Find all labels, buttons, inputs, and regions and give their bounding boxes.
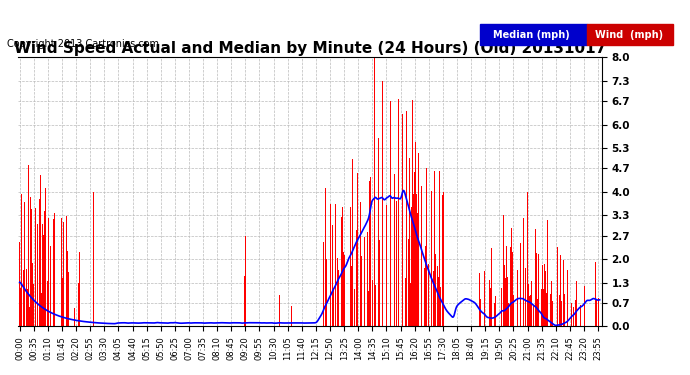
Text: Wind  (mph): Wind (mph): [595, 30, 663, 39]
Text: Median (mph): Median (mph): [493, 30, 570, 39]
Title: Wind Speed Actual and Median by Minute (24 Hours) (Old) 20131017: Wind Speed Actual and Median by Minute (…: [14, 41, 606, 56]
Text: Copyright 2013 Cartronics.com: Copyright 2013 Cartronics.com: [7, 39, 159, 50]
